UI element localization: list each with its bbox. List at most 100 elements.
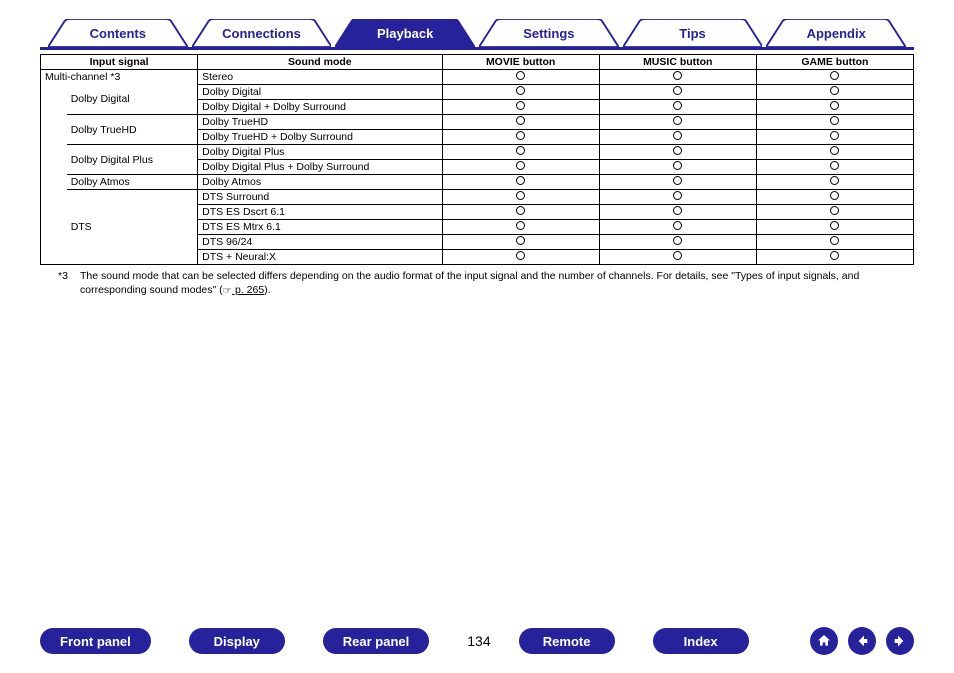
- availability-cell: [599, 85, 756, 100]
- circle-icon: [516, 161, 525, 170]
- availability-cell: [442, 250, 599, 265]
- sound-mode-cell: Dolby TrueHD + Dolby Surround: [198, 130, 442, 145]
- tab-settings[interactable]: Settings: [479, 19, 619, 47]
- sound-mode-cell: Stereo: [198, 70, 442, 85]
- circle-icon: [830, 71, 839, 80]
- availability-cell: [599, 160, 756, 175]
- input-signal-cell: DTS: [67, 190, 198, 265]
- next-page-icon[interactable]: [886, 627, 914, 655]
- home-icon[interactable]: [810, 627, 838, 655]
- circle-icon: [516, 86, 525, 95]
- availability-cell: [599, 100, 756, 115]
- circle-icon: [516, 221, 525, 230]
- tab-label: Contents: [48, 19, 188, 47]
- circle-icon: [830, 251, 839, 260]
- availability-cell: [599, 145, 756, 160]
- tab-playback[interactable]: Playback: [335, 19, 475, 47]
- tab-appendix[interactable]: Appendix: [766, 19, 906, 47]
- circle-icon: [830, 191, 839, 200]
- tab-tips[interactable]: Tips: [623, 19, 763, 47]
- circle-icon: [516, 131, 525, 140]
- availability-cell: [756, 220, 913, 235]
- tab-label: Settings: [479, 19, 619, 47]
- availability-cell: [442, 70, 599, 85]
- display-button[interactable]: Display: [189, 628, 285, 654]
- rear-panel-button[interactable]: Rear panel: [323, 628, 429, 654]
- input-signal-cell: Multi-channel *3: [41, 70, 198, 85]
- circle-icon: [673, 101, 682, 110]
- sound-mode-table: Input signalSound modeMOVIE buttonMUSIC …: [40, 54, 914, 265]
- circle-icon: [516, 236, 525, 245]
- table-row: Dolby TrueHDDolby TrueHD: [41, 115, 914, 130]
- tab-connections[interactable]: Connections: [192, 19, 332, 47]
- page-number: 134: [467, 633, 490, 649]
- footnote-marker: *3: [58, 269, 80, 297]
- circle-icon: [673, 236, 682, 245]
- index-button[interactable]: Index: [653, 628, 749, 654]
- circle-icon: [830, 86, 839, 95]
- circle-icon: [673, 206, 682, 215]
- circle-icon: [673, 251, 682, 260]
- footnote: *3 The sound mode that can be selected d…: [40, 269, 914, 297]
- availability-cell: [442, 190, 599, 205]
- table-row: DTSDTS Surround: [41, 190, 914, 205]
- front-panel-button[interactable]: Front panel: [40, 628, 151, 654]
- sound-mode-cell: DTS Surround: [198, 190, 442, 205]
- circle-icon: [673, 131, 682, 140]
- prev-page-icon[interactable]: [848, 627, 876, 655]
- availability-cell: [442, 100, 599, 115]
- sound-mode-cell: DTS ES Mtrx 6.1: [198, 220, 442, 235]
- availability-cell: [756, 85, 913, 100]
- availability-cell: [442, 115, 599, 130]
- circle-icon: [516, 146, 525, 155]
- circle-icon: [830, 146, 839, 155]
- availability-cell: [756, 145, 913, 160]
- availability-cell: [756, 235, 913, 250]
- remote-button[interactable]: Remote: [519, 628, 615, 654]
- circle-icon: [516, 191, 525, 200]
- availability-cell: [599, 115, 756, 130]
- availability-cell: [756, 160, 913, 175]
- availability-cell: [756, 190, 913, 205]
- footnote-text: The sound mode that can be selected diff…: [80, 269, 914, 297]
- sound-mode-cell: DTS 96/24: [198, 235, 442, 250]
- sound-mode-cell: DTS ES Dscrt 6.1: [198, 205, 442, 220]
- availability-cell: [442, 220, 599, 235]
- availability-cell: [756, 130, 913, 145]
- sound-mode-cell: DTS + Neural:X: [198, 250, 442, 265]
- tab-label: Connections: [192, 19, 332, 47]
- column-header: MOVIE button: [442, 55, 599, 70]
- availability-cell: [442, 175, 599, 190]
- circle-icon: [673, 146, 682, 155]
- availability-cell: [756, 70, 913, 85]
- column-header: GAME button: [756, 55, 913, 70]
- footnote-page-link[interactable]: p. 265: [232, 284, 264, 296]
- circle-icon: [673, 116, 682, 125]
- bottom-bar: Front panel Display Rear panel 134 Remote I…: [40, 627, 914, 655]
- availability-cell: [756, 205, 913, 220]
- table-row: Dolby DigitalDolby Digital: [41, 85, 914, 100]
- circle-icon: [673, 71, 682, 80]
- top-tabs: ContentsConnectionsPlaybackSettingsTipsA…: [40, 18, 914, 50]
- circle-icon: [830, 206, 839, 215]
- availability-cell: [599, 235, 756, 250]
- circle-icon: [516, 71, 525, 80]
- tab-label: Playback: [335, 19, 475, 47]
- availability-cell: [442, 205, 599, 220]
- sound-mode-cell: Dolby Digital Plus + Dolby Surround: [198, 160, 442, 175]
- availability-cell: [756, 100, 913, 115]
- availability-cell: [442, 85, 599, 100]
- circle-icon: [830, 161, 839, 170]
- column-header: Input signal: [41, 55, 198, 70]
- sound-mode-cell: Dolby Digital + Dolby Surround: [198, 100, 442, 115]
- sound-mode-cell: Dolby Digital: [198, 85, 442, 100]
- availability-cell: [442, 235, 599, 250]
- column-header: Sound mode: [198, 55, 442, 70]
- column-header: MUSIC button: [599, 55, 756, 70]
- availability-cell: [599, 205, 756, 220]
- tab-contents[interactable]: Contents: [48, 19, 188, 47]
- input-signal-cell: Dolby Digital Plus: [67, 145, 198, 175]
- circle-icon: [673, 176, 682, 185]
- circle-icon: [830, 116, 839, 125]
- circle-icon: [830, 131, 839, 140]
